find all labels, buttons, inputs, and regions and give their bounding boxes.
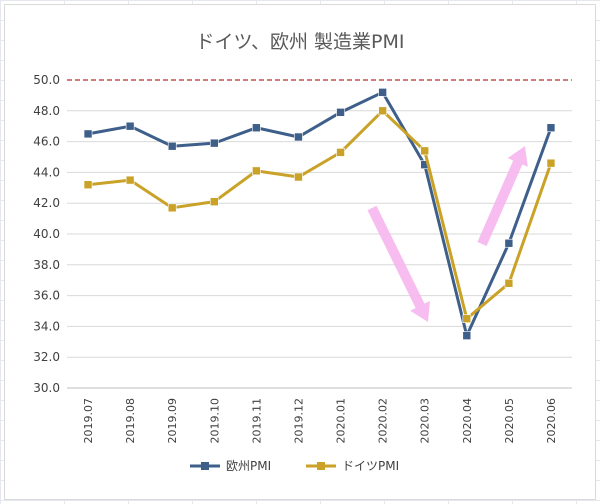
y-tick-label: 50.0 xyxy=(33,73,60,87)
data-point xyxy=(504,238,514,248)
data-point xyxy=(546,158,556,168)
x-tick-label: 2020.02 xyxy=(377,398,390,444)
y-tick-label: 38.0 xyxy=(33,258,60,272)
data-point xyxy=(336,148,345,157)
y-tick-label: 44.0 xyxy=(33,165,60,179)
data-point xyxy=(167,141,177,151)
legend-marker xyxy=(317,462,325,470)
data-point xyxy=(546,123,556,133)
chart-title: ドイツ、欧州 製造業PMI xyxy=(196,31,405,53)
data-point xyxy=(420,146,430,156)
up-trend-arrow xyxy=(477,146,528,247)
legend: 欧州PMI ドイツPMI xyxy=(190,459,399,473)
y-tick-label: 34.0 xyxy=(33,319,60,333)
y-tick-label: 36.0 xyxy=(33,289,60,303)
chart-area xyxy=(4,4,596,500)
x-tick-label: 2019.11 xyxy=(250,398,263,444)
data-point xyxy=(252,166,261,176)
x-tick-label: 2019.12 xyxy=(292,398,305,444)
legend-label: 欧州PMI xyxy=(226,459,271,473)
series-lines xyxy=(83,88,556,340)
y-tick-label: 32.0 xyxy=(33,350,60,364)
down-trend-arrow xyxy=(367,205,430,322)
x-tick-label: 2019.07 xyxy=(82,398,95,444)
x-tick-label: 2019.10 xyxy=(208,398,221,444)
series-line-1 xyxy=(87,90,553,338)
trend-arrows xyxy=(367,146,528,322)
data-point xyxy=(83,129,93,139)
x-tick-label: 2020.04 xyxy=(461,398,474,444)
data-point xyxy=(336,108,345,117)
data-point xyxy=(83,180,93,190)
y-tick-label: 30.0 xyxy=(33,381,60,395)
data-point xyxy=(209,197,219,206)
series-line-2 xyxy=(87,109,553,321)
legend-marker xyxy=(201,462,209,470)
data-point xyxy=(125,175,135,185)
data-point xyxy=(462,331,472,340)
legend-label: ドイツPMI xyxy=(342,459,399,473)
y-tick-label: 46.0 xyxy=(33,135,60,149)
data-point xyxy=(294,172,303,182)
x-tick-label: 2020.01 xyxy=(335,398,348,444)
data-point xyxy=(378,106,387,116)
x-axis-ticks: 2019.07 2019.08 2019.09 2019.10 2019.11 2019.… xyxy=(82,398,558,444)
x-tick-label: 2019.08 xyxy=(124,398,137,444)
data-point xyxy=(252,123,261,133)
y-axis-ticks: 30.0 32.0 34.0 36.0 38.0 40.0 42.0 44.0 46.0 48.0… xyxy=(33,73,60,395)
data-point xyxy=(125,121,135,131)
y-tick-label: 42.0 xyxy=(33,196,60,210)
data-point xyxy=(167,203,177,213)
data-point xyxy=(462,314,472,324)
y-tick-label: 40.0 xyxy=(33,227,60,241)
data-point xyxy=(504,278,514,288)
x-tick-label: 2020.03 xyxy=(419,398,432,444)
data-point xyxy=(378,88,387,97)
x-tick-label: 2020.05 xyxy=(503,398,516,444)
data-point xyxy=(294,132,303,142)
x-tick-label: 2020.06 xyxy=(545,398,558,444)
x-tick-label: 2019.09 xyxy=(166,398,179,444)
data-point xyxy=(209,138,219,148)
y-tick-label: 48.0 xyxy=(33,104,60,118)
